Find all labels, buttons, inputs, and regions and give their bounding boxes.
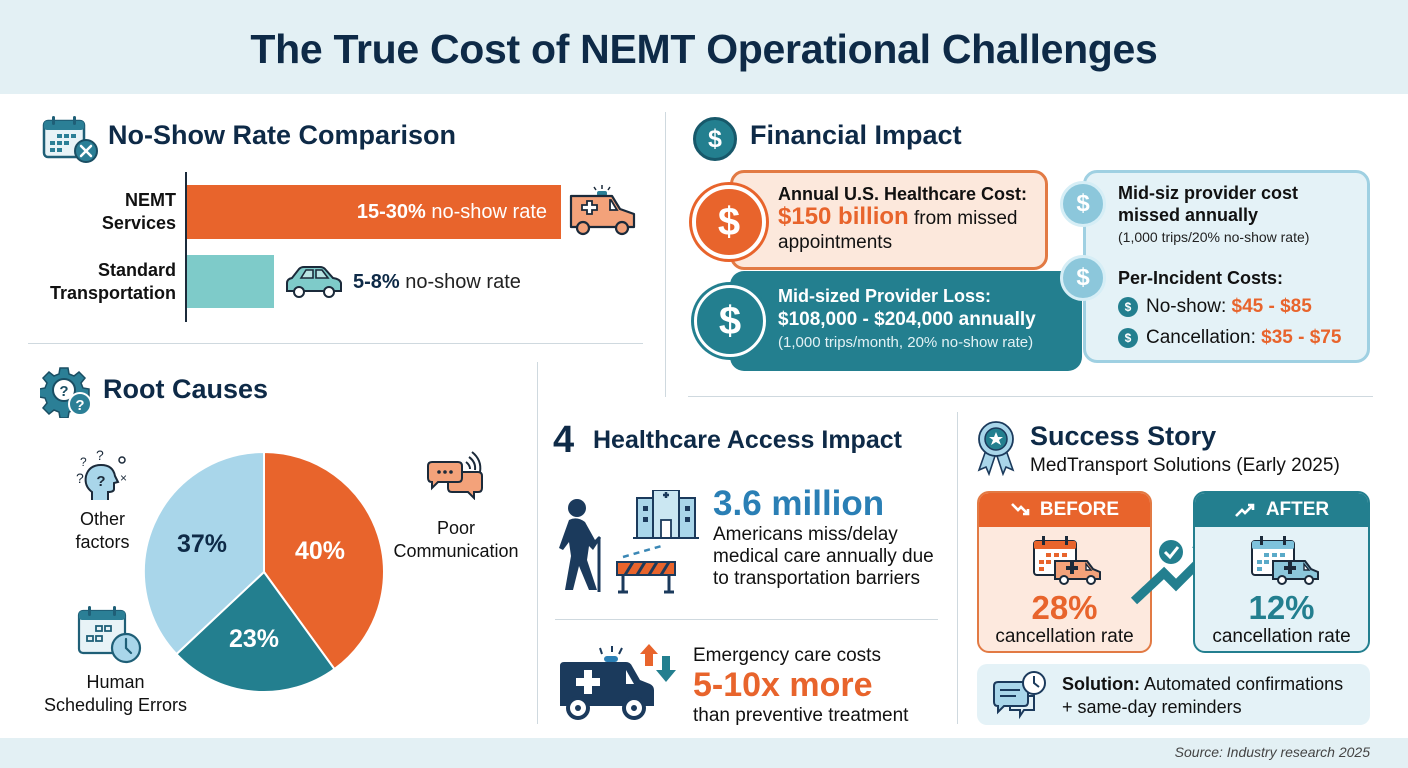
svg-text:×: × (120, 471, 127, 485)
annual-cost-text: Annual U.S. Healthcare Cost: $150 billio… (778, 184, 1028, 253)
page-title: The True Cost of NEMT Operational Challe… (250, 26, 1158, 72)
emergency-multiplier: 5-10x more (693, 666, 873, 704)
section-title-root-causes: Root Causes (103, 374, 269, 404)
car-icon (284, 265, 344, 299)
bar-label-standard: Standard Transportation (49, 260, 176, 303)
svg-text:?: ? (59, 383, 68, 400)
chat-bubbles-icon (424, 448, 486, 501)
per-incident-no-show: $ No-show: $45 - $85 (1118, 296, 1312, 318)
dollar-coin-icon: $ (694, 285, 766, 357)
svg-text:?: ? (80, 455, 87, 469)
dollar-coin-icon: $ (692, 185, 766, 259)
barrier-illustration-icon (555, 489, 705, 595)
gear-question-icon: ? ? (38, 366, 94, 419)
pie-label-other: Other factors (75, 509, 130, 552)
section-title-success: Success Story (1030, 421, 1217, 451)
dollar-coin-icon: $ (1060, 255, 1106, 301)
after-sub: cancellation rate (1212, 626, 1351, 647)
emergency-text-2: than preventive treatment (693, 705, 909, 726)
solution-text: Solution: Automated confirmations + same… (1062, 674, 1344, 717)
bar-nemt (187, 185, 561, 239)
pie-pct-poor: 40% (295, 537, 346, 565)
bar-standard (187, 255, 274, 308)
calendar-van-icon (1031, 535, 1103, 585)
calendar-van-icon (1249, 535, 1321, 585)
pie-label-human: Human Scheduling Errors (43, 672, 188, 715)
access-stat-desc: Americans miss/delay medical care annual… (713, 524, 934, 589)
divider (537, 362, 538, 724)
trend-up-icon (1234, 503, 1255, 517)
divider (555, 619, 938, 620)
header-banner: The True Cost of NEMT Operational Challe… (0, 0, 1408, 94)
per-incident-heading: Per-Incident Costs: (1118, 268, 1284, 288)
source-note: Source: Industry research 2025 (1174, 744, 1370, 760)
bar-value-nemt: 15-30% no-show rate (356, 201, 547, 223)
svg-text:?: ? (75, 397, 84, 414)
after-header: AFTER (1195, 493, 1368, 527)
trend-down-icon (1010, 503, 1030, 516)
divider (688, 396, 1373, 397)
divider (28, 343, 643, 344)
before-pct: 28% (1031, 589, 1098, 626)
svg-text:?: ? (96, 473, 105, 490)
bar-value-standard: 5-8% no-show rate (353, 271, 521, 293)
dollar-icon: $ (693, 117, 737, 161)
dollar-icon: $ (1118, 297, 1138, 317)
provider-loss-text: Mid-sized Provider Loss: $108,000 - $204… (778, 286, 1036, 351)
per-incident-card (1083, 170, 1370, 363)
dollar-icon: $ (1118, 328, 1138, 348)
solution-card (977, 664, 1370, 725)
section-title-financial: Financial Impact (750, 120, 962, 150)
calendar-x-icon (42, 114, 100, 164)
after-card: AFTER 12% cancellation rate (1193, 491, 1370, 653)
section-number: 4 (553, 419, 575, 461)
bar-axis (185, 172, 187, 322)
after-pct: 12% (1248, 589, 1315, 626)
svg-text:?: ? (96, 448, 104, 463)
success-subtitle: MedTransport Solutions (Early 2025) (1030, 455, 1340, 476)
chat-clock-icon (990, 670, 1048, 720)
pie-pct-human: 23% (229, 625, 280, 653)
ambulance-icon (568, 183, 638, 237)
root-causes-pie-chart (142, 450, 385, 694)
award-ribbon-icon (976, 420, 1016, 477)
before-header: BEFORE (979, 493, 1150, 527)
svg-text:?: ? (76, 470, 84, 486)
emergency-text-1: Emergency care costs (693, 645, 881, 666)
calendar-clock-icon (76, 604, 144, 666)
pie-label-poor: Poor Communication (393, 518, 519, 561)
footer: Source: Industry research 2025 (0, 738, 1408, 768)
before-card: BEFORE 28% cancellation rate (977, 491, 1152, 653)
pie-pct-other: 37% (177, 530, 228, 558)
divider (957, 412, 958, 724)
section-title-access: Healthcare Access Impact (593, 426, 902, 454)
provider-loss-card (730, 271, 1082, 371)
confused-head-icon: ? ? ? × ? (70, 447, 135, 503)
section-title-no-show: No-Show Rate Comparison (108, 120, 457, 150)
bar-label-nemt: NEMT Services (101, 190, 176, 233)
annual-cost-card (730, 170, 1048, 270)
ambulance-arrows-icon (556, 644, 684, 724)
dollar-coin-icon: $ (1060, 181, 1106, 227)
access-stat: 3.6 million (713, 484, 885, 523)
side-cost-text: Mid-siz provider cost missed annually (1… (1118, 183, 1310, 245)
before-sub: cancellation rate (995, 626, 1134, 647)
per-incident-cancellation: $ Cancellation: $35 - $75 (1118, 327, 1341, 349)
divider (665, 112, 666, 397)
